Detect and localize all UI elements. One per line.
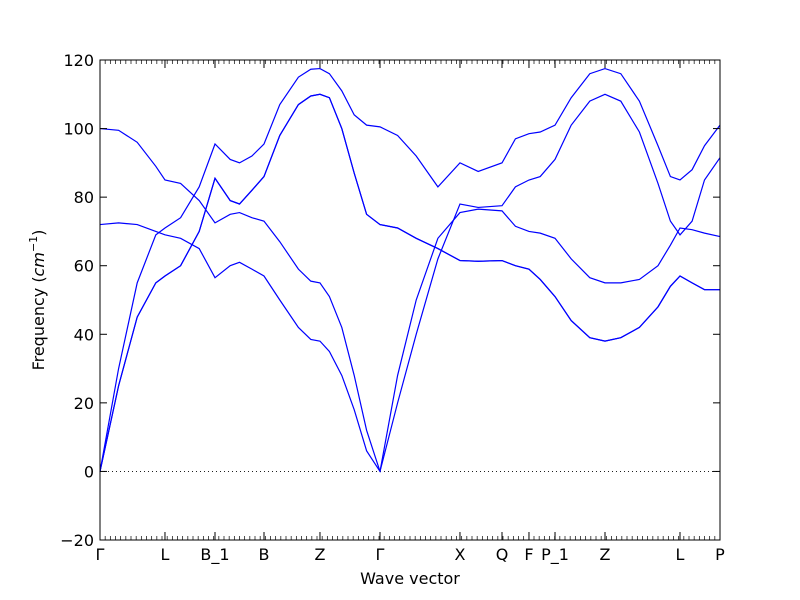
series-line-5 — [99, 67, 721, 472]
y-tick-label: 80 — [74, 188, 94, 207]
x-tick-label: Γ — [376, 545, 385, 564]
tick-labels: −20 0 20 40 60 80 100 120 Γ L B_1 B Z Γ X Q F P_1 Z L P — [60, 51, 725, 565]
x-tick-label: Q — [496, 545, 509, 564]
series-lines — [99, 67, 721, 473]
y-axis-label-text: Frequency — [29, 288, 48, 371]
x-tick-label: P — [715, 545, 725, 564]
y-axis-unit: cm — [29, 252, 48, 276]
y-tick-label: 100 — [63, 120, 94, 139]
y-tick-label: 40 — [74, 325, 94, 344]
x-tick-label: L — [161, 545, 170, 564]
series-line-4 — [99, 127, 721, 472]
y-tick-label: 120 — [63, 51, 94, 70]
plot-frame — [99, 59, 721, 541]
x-tick-label: P_1 — [541, 545, 569, 565]
x-tick-label: B — [258, 545, 269, 564]
x-tick-label: Z — [600, 545, 611, 564]
y-axis-label: Frequency (cm−1) — [27, 230, 48, 371]
y-tick-label: 20 — [74, 394, 94, 413]
x-tick-label: L — [676, 545, 685, 564]
x-tick-label: F — [524, 545, 533, 564]
x-tick-label: Z — [314, 545, 325, 564]
y-tick-label: 0 — [84, 462, 94, 481]
y-tick-label: −20 — [60, 531, 94, 550]
series-line-2 — [99, 93, 720, 472]
x-tick-label: B_1 — [200, 545, 229, 565]
x-tick-label: X — [454, 545, 465, 564]
series-line-3 — [99, 93, 721, 473]
x-tick-label: Γ — [96, 545, 105, 564]
x-axis-label: Wave vector — [360, 569, 460, 588]
y-axis-unit-exponent: −1 — [27, 236, 40, 252]
y-tick-label: 60 — [74, 257, 94, 276]
